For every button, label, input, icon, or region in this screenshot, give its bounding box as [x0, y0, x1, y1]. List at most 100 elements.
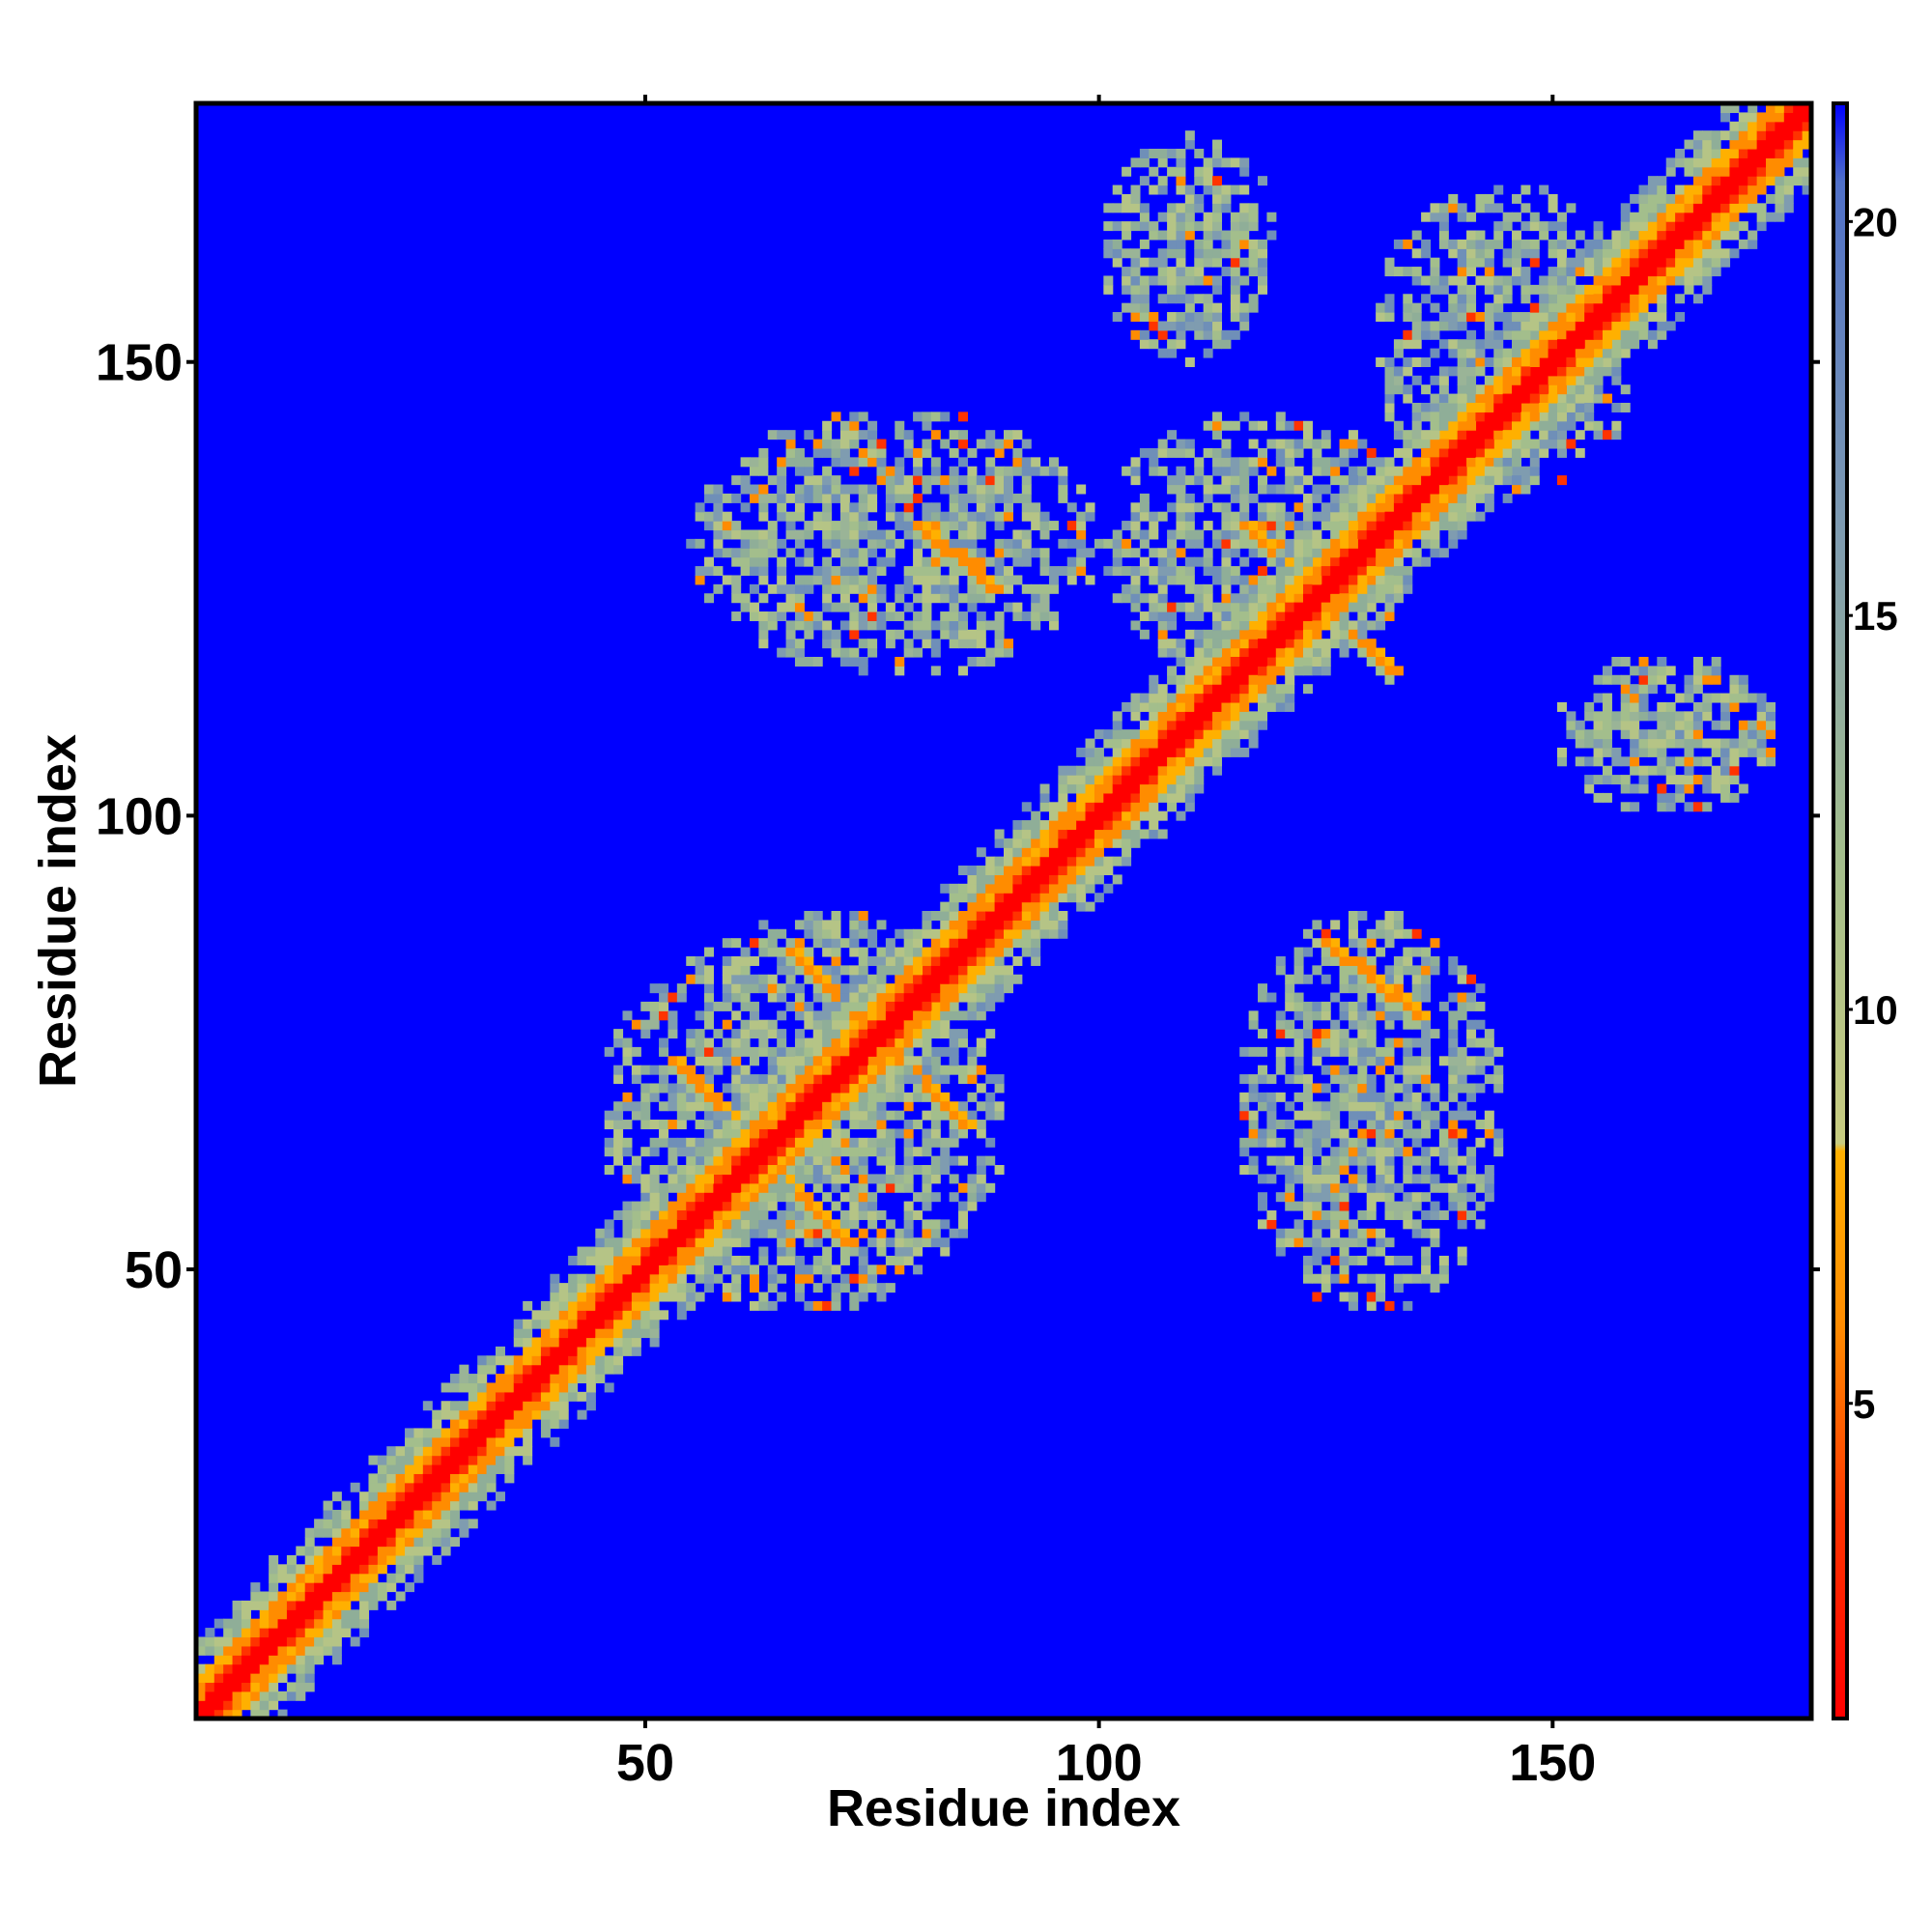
heatmap-cell [804, 1165, 814, 1175]
heatmap-cell [1448, 430, 1459, 440]
heatmap-cell [713, 548, 724, 558]
heatmap-cell [1484, 1056, 1494, 1066]
heatmap-cell [1502, 294, 1513, 304]
heatmap-cell [1520, 339, 1531, 350]
heatmap-cell [1021, 466, 1032, 476]
heatmap-cell [1403, 312, 1413, 323]
heatmap-cell [1466, 393, 1477, 404]
heatmap-cell [839, 1101, 850, 1112]
heatmap-cell [1012, 602, 1023, 612]
heatmap-cell [1438, 1147, 1449, 1157]
heatmap-cell [631, 1110, 641, 1121]
heatmap-cell [486, 1446, 497, 1457]
heatmap-cell [1575, 729, 1585, 740]
heatmap-cell [277, 1573, 288, 1583]
heatmap-cell [876, 466, 887, 476]
heatmap-cell [930, 1174, 941, 1184]
heatmap-cell [1339, 1246, 1350, 1257]
heatmap-cell [1157, 602, 1168, 612]
heatmap-cell [1330, 1201, 1341, 1211]
heatmap-cell [1556, 267, 1567, 277]
heatmap-cell [822, 447, 833, 458]
heatmap-cell [676, 1292, 687, 1302]
heatmap-cell [196, 1663, 206, 1674]
heatmap-cell [758, 447, 769, 458]
heatmap-cell [858, 611, 868, 622]
heatmap-cell [1176, 493, 1186, 503]
heatmap-cell [1366, 639, 1377, 649]
heatmap-cell [659, 1228, 669, 1238]
heatmap-cell [695, 1147, 705, 1157]
heatmap-cell [704, 1001, 715, 1011]
heatmap-cell [930, 1120, 941, 1130]
heatmap-cell [241, 1663, 251, 1674]
heatmap-cell [1157, 329, 1168, 340]
heatmap-cell [767, 1174, 778, 1184]
heatmap-cell [740, 947, 751, 957]
heatmap-cell [1366, 620, 1377, 631]
heatmap-cell [1004, 866, 1013, 876]
heatmap-cell [1484, 1120, 1494, 1130]
heatmap-cell [1484, 1046, 1494, 1057]
heatmap-cell [1484, 457, 1494, 468]
heatmap-cell [1321, 575, 1331, 585]
heatmap-cell [1339, 1255, 1350, 1265]
heatmap-cell [550, 1436, 560, 1447]
heatmap-cell [1366, 1147, 1377, 1157]
heatmap-cell [1149, 566, 1159, 577]
heatmap-cell [913, 521, 923, 531]
heatmap-cell [1021, 484, 1032, 495]
heatmap-cell [395, 1482, 406, 1492]
heatmap-cell [1384, 674, 1395, 685]
heatmap-cell [967, 593, 978, 604]
heatmap-cell [922, 1056, 932, 1066]
heatmap-cell [1012, 538, 1023, 549]
heatmap-cell [1203, 484, 1213, 495]
heatmap-cell [1692, 756, 1703, 767]
heatmap-cell [1031, 920, 1041, 930]
heatmap-cell [794, 1110, 805, 1121]
heatmap-cell [831, 1292, 841, 1302]
heatmap-cell [1466, 357, 1477, 367]
heatmap-cell [1493, 302, 1504, 313]
heatmap-cell [1112, 312, 1122, 323]
heatmap-cell [1058, 775, 1068, 785]
heatmap-cell [1122, 756, 1132, 767]
heatmap-cell [1357, 1255, 1368, 1265]
heatmap-cell [822, 1165, 833, 1175]
heatmap-cell [1711, 747, 1721, 757]
heatmap-cell [849, 620, 860, 631]
heatmap-cell [740, 1092, 751, 1102]
heatmap-cell [695, 955, 705, 966]
heatmap-cell [876, 1237, 887, 1248]
heatmap-cell [1630, 765, 1640, 776]
heatmap-cell [785, 602, 796, 612]
heatmap-cell [976, 1128, 986, 1139]
heatmap-cell [1130, 529, 1141, 540]
heatmap-cell [1475, 1174, 1486, 1184]
heatmap-cell [777, 1209, 787, 1220]
heatmap-cell [1684, 720, 1694, 730]
heatmap-cell [1194, 294, 1205, 304]
heatmap-cell [895, 965, 905, 976]
heatmap-cell [949, 1029, 959, 1039]
heatmap-cell [1285, 1001, 1295, 1011]
heatmap-cell [1302, 1174, 1313, 1184]
heatmap-cell [1285, 1120, 1295, 1130]
heatmap-cell [722, 1228, 732, 1238]
heatmap-cell [1275, 1137, 1286, 1148]
heatmap-cell [1411, 1001, 1422, 1011]
heatmap-cell [722, 1182, 732, 1193]
heatmap-cell [486, 1463, 497, 1474]
heatmap-cell [486, 1409, 497, 1420]
heatmap-cell [1285, 1155, 1295, 1166]
heatmap-cell [1058, 765, 1068, 776]
heatmap-cell [622, 1246, 633, 1257]
heatmap-cell [695, 1174, 705, 1184]
heatmap-cell [595, 1292, 606, 1302]
heatmap-cell [1657, 720, 1667, 730]
heatmap-cell [1376, 1273, 1386, 1284]
heatmap-cell [1520, 284, 1531, 295]
heatmap-cell [822, 566, 833, 577]
